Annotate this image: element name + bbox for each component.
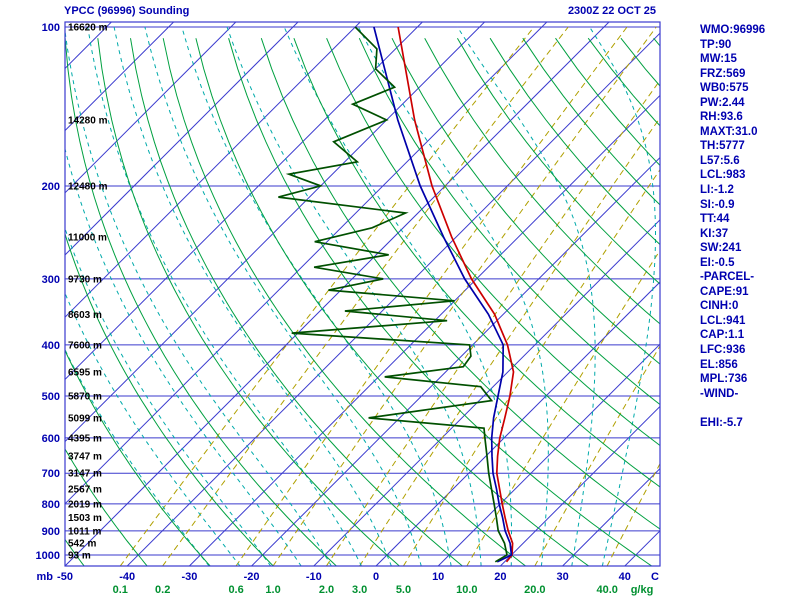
- temp-tick-label: -30: [181, 571, 197, 583]
- mixing-ratio-label: 0.6: [228, 584, 243, 596]
- stat-line: FRZ:569: [700, 67, 746, 80]
- dewpoint-curve: [278, 26, 508, 563]
- temp-tick-label: -40: [119, 571, 135, 583]
- stat-line: MW:15: [700, 53, 737, 66]
- stat-line: CAPE:91: [700, 285, 749, 298]
- stat-line: -PARCEL-: [700, 271, 755, 284]
- height-label: 93 m: [68, 551, 91, 562]
- temp-tick-label: -10: [306, 571, 322, 583]
- pressure-and-isotherm-gridlines: [65, 22, 660, 566]
- mixing-ratio-label: 40.0: [596, 584, 617, 596]
- height-label: 6595 m: [68, 367, 102, 378]
- mixing-ratio-label: 3.0: [352, 584, 367, 596]
- height-label: 5099 m: [68, 413, 102, 424]
- pressure-tick-label: 700: [42, 468, 60, 480]
- stat-line: RH:93.6: [700, 111, 743, 124]
- temp-tick-label: 40: [619, 571, 631, 583]
- stat-line: CAP:1.1: [700, 329, 745, 342]
- chart-datetime: 2300Z 22 OCT 25: [567, 5, 656, 17]
- mixing-ratio-lines: [119, 26, 660, 566]
- stat-line: LCL:941: [700, 314, 746, 327]
- pressure-tick-label: 900: [42, 526, 60, 538]
- height-label: 3747 m: [68, 452, 102, 463]
- mixing-ratio-label: 5.0: [396, 584, 411, 596]
- temp-tick-label: 30: [556, 571, 568, 583]
- stats-panel: WMO:96996 TP:90 MW:15 FRZ:569 WB0:575 PW:2.44…: [700, 23, 765, 430]
- temperature-curve: [397, 26, 515, 563]
- stat-line: [700, 401, 765, 416]
- stat-line: -WIND-: [700, 387, 739, 400]
- mixing-ratio-label: 0.1: [113, 584, 128, 596]
- height-label: 12480 m: [68, 181, 108, 192]
- height-label: 7600 m: [68, 340, 102, 351]
- height-label: 1011 m: [68, 526, 101, 537]
- stat-line: L57:5.6: [700, 154, 740, 167]
- stat-line: CINH:0: [700, 300, 739, 313]
- dry-adiabats: [65, 37, 660, 566]
- mixing-ratio-label: 0.2: [155, 584, 170, 596]
- pressure-tick-label: 400: [42, 340, 60, 352]
- height-label: 3147 m: [68, 469, 102, 480]
- pressure-tick-label: 200: [42, 181, 60, 193]
- stat-line: TP:90: [700, 38, 732, 51]
- height-label: 2567 m: [68, 485, 102, 496]
- stat-line: LI:-1.2: [700, 184, 734, 197]
- height-label: 11000 m: [68, 233, 107, 244]
- plot-border: [64, 21, 661, 567]
- pressure-tick-label: 600: [42, 433, 60, 445]
- stat-line: EHI:-5.7: [700, 416, 743, 429]
- celsius-axis-unit: C: [651, 571, 659, 583]
- temp-tick-label: -50: [57, 571, 73, 583]
- mixing-ratio-label: 20.0: [524, 584, 545, 596]
- pressure-tick-label: 500: [42, 391, 60, 403]
- stat-line: LCL:983: [700, 169, 746, 182]
- stat-line: SW:241: [700, 242, 742, 255]
- stat-line: TT:44: [700, 213, 730, 226]
- stat-line: KI:37: [700, 227, 729, 240]
- mixing-ratio-label: 1.0: [265, 584, 280, 596]
- height-label: 9730 m: [68, 274, 102, 285]
- stat-line: SI:-0.9: [700, 198, 735, 211]
- temp-tick-label: 10: [432, 571, 444, 583]
- temp-tick-label: 20: [494, 571, 506, 583]
- pressure-tick-label: 300: [42, 274, 60, 286]
- temp-tick-label: 0: [373, 571, 379, 583]
- stat-line: PW:2.44: [700, 96, 745, 109]
- height-label: 1503 m: [68, 513, 102, 524]
- stat-line: WMO:96996: [700, 24, 766, 36]
- stat-line: TH:5777: [700, 140, 745, 153]
- chart-title: YPCC (96996) Sounding: [64, 5, 190, 17]
- height-label: 14280 m: [68, 115, 108, 126]
- pressure-tick-label: 1000: [36, 550, 60, 562]
- stat-line: LFC:936: [700, 344, 746, 357]
- gkg-axis-unit: g/kg: [631, 584, 654, 596]
- mb-axis-unit: mb: [37, 571, 54, 583]
- stat-line: EL:856: [700, 358, 738, 371]
- height-label: 2019 m: [68, 499, 102, 510]
- mixing-ratio-label: 10.0: [456, 584, 477, 596]
- stat-line: EI:-0.5: [700, 256, 735, 269]
- pressure-tick-label: 100: [42, 22, 60, 34]
- stat-line: MAXT:31.0: [700, 125, 758, 138]
- stat-line: WB0:575: [700, 82, 749, 95]
- parcel-curve: [373, 26, 513, 563]
- height-label: 4395 m: [68, 433, 102, 444]
- pressure-tick-label: 800: [42, 499, 60, 511]
- stat-line: MPL:736: [700, 373, 748, 386]
- temp-tick-label: -20: [244, 571, 260, 583]
- sounding-curves: [278, 26, 515, 563]
- mixing-ratio-label: 2.0: [319, 584, 334, 596]
- height-label: 542 m: [68, 539, 96, 550]
- height-label: 16620 m: [68, 23, 108, 34]
- height-label: 8603 m: [68, 310, 102, 321]
- height-label: 5870 m: [68, 392, 102, 403]
